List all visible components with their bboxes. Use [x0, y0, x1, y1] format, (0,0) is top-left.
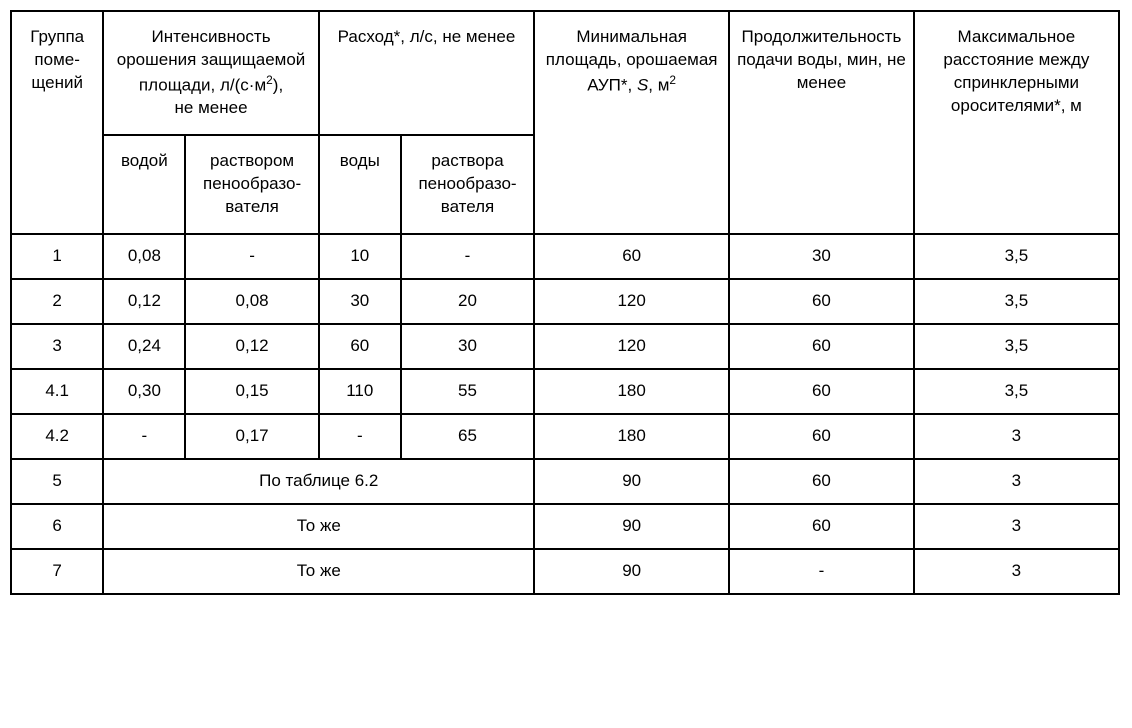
cell-dur: 30 — [729, 234, 914, 279]
header-row-1: Группа поме­щений Интенсивность орошения… — [11, 11, 1119, 135]
cell-if: 0,08 — [185, 279, 318, 324]
cell-iw: 0,30 — [103, 369, 185, 414]
cell-area: 180 — [534, 369, 729, 414]
hdr-intensity-l2: площади, л/(с·м2), — [110, 72, 311, 98]
cell-fw: - — [319, 414, 401, 459]
cell-dur: 60 — [729, 279, 914, 324]
cell-dur: - — [729, 549, 914, 594]
cell-group: 4.1 — [11, 369, 103, 414]
cell-area: 90 — [534, 459, 729, 504]
cell-dist: 3 — [914, 459, 1119, 504]
cell-fw: 110 — [319, 369, 401, 414]
hdr-distance: Максимальное расстояние между спринкле­р… — [914, 11, 1119, 234]
cell-area: 120 — [534, 324, 729, 369]
cell-dur: 60 — [729, 324, 914, 369]
hdr-sub-water-int: водой — [103, 135, 185, 234]
cell-iw: 0,12 — [103, 279, 185, 324]
cell-dist: 3,5 — [914, 369, 1119, 414]
hdr-flow: Расход*, л/с, не менее — [319, 11, 534, 135]
cell-area: 90 — [534, 549, 729, 594]
cell-iw: 0,08 — [103, 234, 185, 279]
data-row: 4.1 0,30 0,15 110 55 180 60 3,5 — [11, 369, 1119, 414]
cell-fw: 60 — [319, 324, 401, 369]
cell-area: 180 — [534, 414, 729, 459]
cell-ff: 65 — [401, 414, 534, 459]
cell-area: 60 — [534, 234, 729, 279]
cell-ff: 20 — [401, 279, 534, 324]
cell-fw: 30 — [319, 279, 401, 324]
hdr-intensity-l2-prefix: площади, л/(с·м — [139, 76, 266, 95]
hdr-area: Минимальная площадь, орошаемая АУП*, S, … — [534, 11, 729, 234]
cell-dist: 3,5 — [914, 279, 1119, 324]
cell-ff: 30 — [401, 324, 534, 369]
cell-group: 6 — [11, 504, 103, 549]
hdr-intensity-l3: не менее — [110, 97, 311, 120]
hdr-duration: Продолжи­тельность подачи воды, мин, не … — [729, 11, 914, 234]
cell-group: 1 — [11, 234, 103, 279]
cell-dist: 3 — [914, 504, 1119, 549]
parameters-table: Группа поме­щений Интенсивность орошения… — [10, 10, 1120, 595]
cell-dist: 3,5 — [914, 324, 1119, 369]
hdr-intensity-l1: Интенсивность орошения защищаемой — [110, 26, 311, 72]
data-row-merged: 6 То же 90 60 3 — [11, 504, 1119, 549]
cell-if: 0,17 — [185, 414, 318, 459]
cell-fw: 10 — [319, 234, 401, 279]
cell-dur: 60 — [729, 459, 914, 504]
hdr-sub-water-flow: воды — [319, 135, 401, 234]
hdr-intensity-sup: 2 — [266, 73, 273, 87]
hdr-area-l1: Минимальная площадь, орошаемая — [541, 26, 722, 72]
hdr-area-prefix: АУП*, — [587, 76, 637, 95]
cell-group: 4.2 — [11, 414, 103, 459]
hdr-sub-foam-int: раствором пенообразо­вателя — [185, 135, 318, 234]
cell-dur: 60 — [729, 369, 914, 414]
data-row: 2 0,12 0,08 30 20 120 60 3,5 — [11, 279, 1119, 324]
hdr-area-mid: , м — [648, 76, 669, 95]
hdr-intensity: Интенсивность орошения защищаемой площад… — [103, 11, 318, 135]
cell-if: 0,15 — [185, 369, 318, 414]
data-row-merged: 7 То же 90 - 3 — [11, 549, 1119, 594]
cell-group: 7 — [11, 549, 103, 594]
cell-area: 120 — [534, 279, 729, 324]
cell-merged: То же — [103, 549, 534, 594]
hdr-area-sup: 2 — [669, 73, 676, 87]
data-row-merged: 5 По таблице 6.2 90 60 3 — [11, 459, 1119, 504]
cell-dur: 60 — [729, 504, 914, 549]
cell-dur: 60 — [729, 414, 914, 459]
cell-ff: 55 — [401, 369, 534, 414]
hdr-sub-foam-flow: раствора пенообразо­вателя — [401, 135, 534, 234]
cell-merged: То же — [103, 504, 534, 549]
data-row: 3 0,24 0,12 60 30 120 60 3,5 — [11, 324, 1119, 369]
cell-group: 3 — [11, 324, 103, 369]
cell-ff: - — [401, 234, 534, 279]
hdr-group: Группа поме­щений — [11, 11, 103, 234]
hdr-area-l2: АУП*, S, м2 — [541, 72, 722, 98]
cell-dist: 3 — [914, 414, 1119, 459]
cell-dist: 3,5 — [914, 234, 1119, 279]
hdr-intensity-l2-suffix: ), — [273, 76, 283, 95]
cell-iw: - — [103, 414, 185, 459]
cell-area: 90 — [534, 504, 729, 549]
cell-group: 5 — [11, 459, 103, 504]
cell-if: 0,12 — [185, 324, 318, 369]
data-row: 1 0,08 - 10 - 60 30 3,5 — [11, 234, 1119, 279]
cell-dist: 3 — [914, 549, 1119, 594]
cell-merged: По таблице 6.2 — [103, 459, 534, 504]
hdr-area-S: S — [637, 76, 648, 95]
data-row: 4.2 - 0,17 - 65 180 60 3 — [11, 414, 1119, 459]
cell-if: - — [185, 234, 318, 279]
cell-group: 2 — [11, 279, 103, 324]
table-body: 1 0,08 - 10 - 60 30 3,5 2 0,12 0,08 30 2… — [11, 234, 1119, 594]
cell-iw: 0,24 — [103, 324, 185, 369]
